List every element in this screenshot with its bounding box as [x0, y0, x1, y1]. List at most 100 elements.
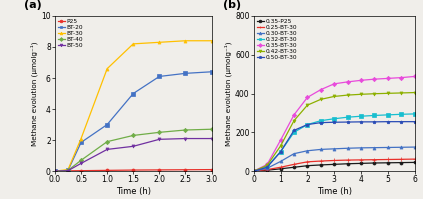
BT-30	[79, 137, 84, 140]
0.25-BT-30	[265, 168, 270, 171]
Line: P25: P25	[53, 168, 213, 173]
0.35-P25	[305, 165, 310, 167]
BT-40	[52, 170, 58, 172]
0.30-BT-30	[265, 167, 270, 169]
0.32-BT-30	[251, 170, 256, 172]
0.32-BT-30	[345, 116, 350, 118]
BT-30	[66, 168, 71, 171]
0.30-BT-30	[358, 147, 363, 149]
0.35-BT-30	[385, 77, 390, 80]
Line: 0.35-P25: 0.35-P25	[252, 161, 416, 173]
0.50-BT-30	[291, 129, 297, 132]
BT-40	[157, 131, 162, 134]
0.42-BT-30	[385, 92, 390, 95]
BT-20	[157, 75, 162, 78]
0.30-BT-30	[345, 147, 350, 149]
BT-30	[52, 170, 58, 172]
0.35-P25	[345, 163, 350, 165]
0.35-P25	[412, 161, 417, 164]
BT-30	[209, 40, 214, 42]
P25	[183, 169, 188, 171]
Line: 0.30-BT-30: 0.30-BT-30	[252, 145, 416, 173]
0.42-BT-30	[278, 145, 283, 147]
0.32-BT-30	[385, 114, 390, 116]
Line: 0.25-BT-30: 0.25-BT-30	[252, 158, 416, 173]
0.30-BT-30	[251, 170, 256, 172]
0.42-BT-30	[265, 164, 270, 167]
BT-20	[52, 170, 58, 172]
0.30-BT-30	[291, 152, 297, 155]
0.25-BT-30	[332, 159, 337, 162]
0.42-BT-30	[291, 119, 297, 122]
BT-20	[104, 123, 110, 126]
0.35-P25	[291, 166, 297, 168]
0.35-P25	[251, 170, 256, 172]
0.50-BT-30	[372, 121, 377, 123]
0.50-BT-30	[278, 150, 283, 153]
BT-20	[79, 141, 84, 144]
BT-30	[131, 43, 136, 45]
P25	[157, 169, 162, 171]
BT-20	[66, 169, 71, 172]
BT-40	[131, 134, 136, 137]
BT-40	[79, 159, 84, 161]
Line: BT-20: BT-20	[53, 70, 213, 173]
0.35-BT-30	[332, 83, 337, 85]
0.30-BT-30	[332, 148, 337, 150]
BT-50	[66, 170, 71, 172]
Line: 0.50-BT-30: 0.50-BT-30	[252, 120, 416, 173]
0.42-BT-30	[372, 93, 377, 95]
BT-50	[79, 162, 84, 165]
0.35-P25	[398, 161, 404, 164]
BT-20	[209, 71, 214, 73]
Text: (a): (a)	[25, 0, 42, 10]
BT-30	[104, 67, 110, 70]
Legend: 0.35-P25, 0.25-BT-30, 0.30-BT-30, 0.32-BT-30, 0.35-BT-30, 0.42-BT-30, 0.50-BT-30: 0.35-P25, 0.25-BT-30, 0.30-BT-30, 0.32-B…	[255, 18, 298, 61]
0.35-P25	[318, 164, 323, 166]
0.50-BT-30	[332, 121, 337, 123]
P25	[209, 168, 214, 171]
0.42-BT-30	[332, 95, 337, 98]
0.30-BT-30	[278, 160, 283, 163]
BT-50	[52, 170, 58, 172]
BT-50	[157, 138, 162, 140]
Line: 0.32-BT-30: 0.32-BT-30	[252, 112, 416, 173]
0.50-BT-30	[398, 120, 404, 123]
0.42-BT-30	[358, 93, 363, 96]
0.30-BT-30	[385, 146, 390, 149]
0.35-P25	[385, 162, 390, 164]
0.32-BT-30	[412, 113, 417, 115]
0.25-BT-30	[305, 161, 310, 163]
BT-40	[209, 128, 214, 130]
P25	[131, 169, 136, 171]
Y-axis label: Methane evolution (μmolg⁻¹): Methane evolution (μmolg⁻¹)	[225, 41, 232, 146]
0.32-BT-30	[265, 165, 270, 168]
0.35-BT-30	[291, 114, 297, 116]
0.32-BT-30	[358, 115, 363, 117]
0.42-BT-30	[305, 104, 310, 106]
0.25-BT-30	[278, 166, 283, 168]
0.42-BT-30	[251, 170, 256, 172]
0.35-BT-30	[305, 96, 310, 99]
0.30-BT-30	[398, 146, 404, 148]
BT-50	[183, 137, 188, 140]
0.30-BT-30	[318, 148, 323, 151]
0.35-BT-30	[278, 139, 283, 141]
0.25-BT-30	[318, 160, 323, 162]
BT-40	[66, 169, 71, 172]
0.35-P25	[265, 169, 270, 171]
0.35-BT-30	[345, 81, 350, 83]
BT-30	[157, 41, 162, 44]
0.42-BT-30	[318, 98, 323, 100]
0.32-BT-30	[332, 118, 337, 120]
0.35-BT-30	[251, 170, 256, 172]
0.32-BT-30	[291, 131, 297, 134]
0.25-BT-30	[398, 158, 404, 161]
0.32-BT-30	[305, 123, 310, 126]
0.35-P25	[372, 162, 377, 164]
0.50-BT-30	[385, 120, 390, 123]
0.25-BT-30	[372, 158, 377, 161]
X-axis label: Time (h): Time (h)	[317, 187, 352, 196]
0.35-BT-30	[265, 163, 270, 166]
0.30-BT-30	[372, 146, 377, 149]
